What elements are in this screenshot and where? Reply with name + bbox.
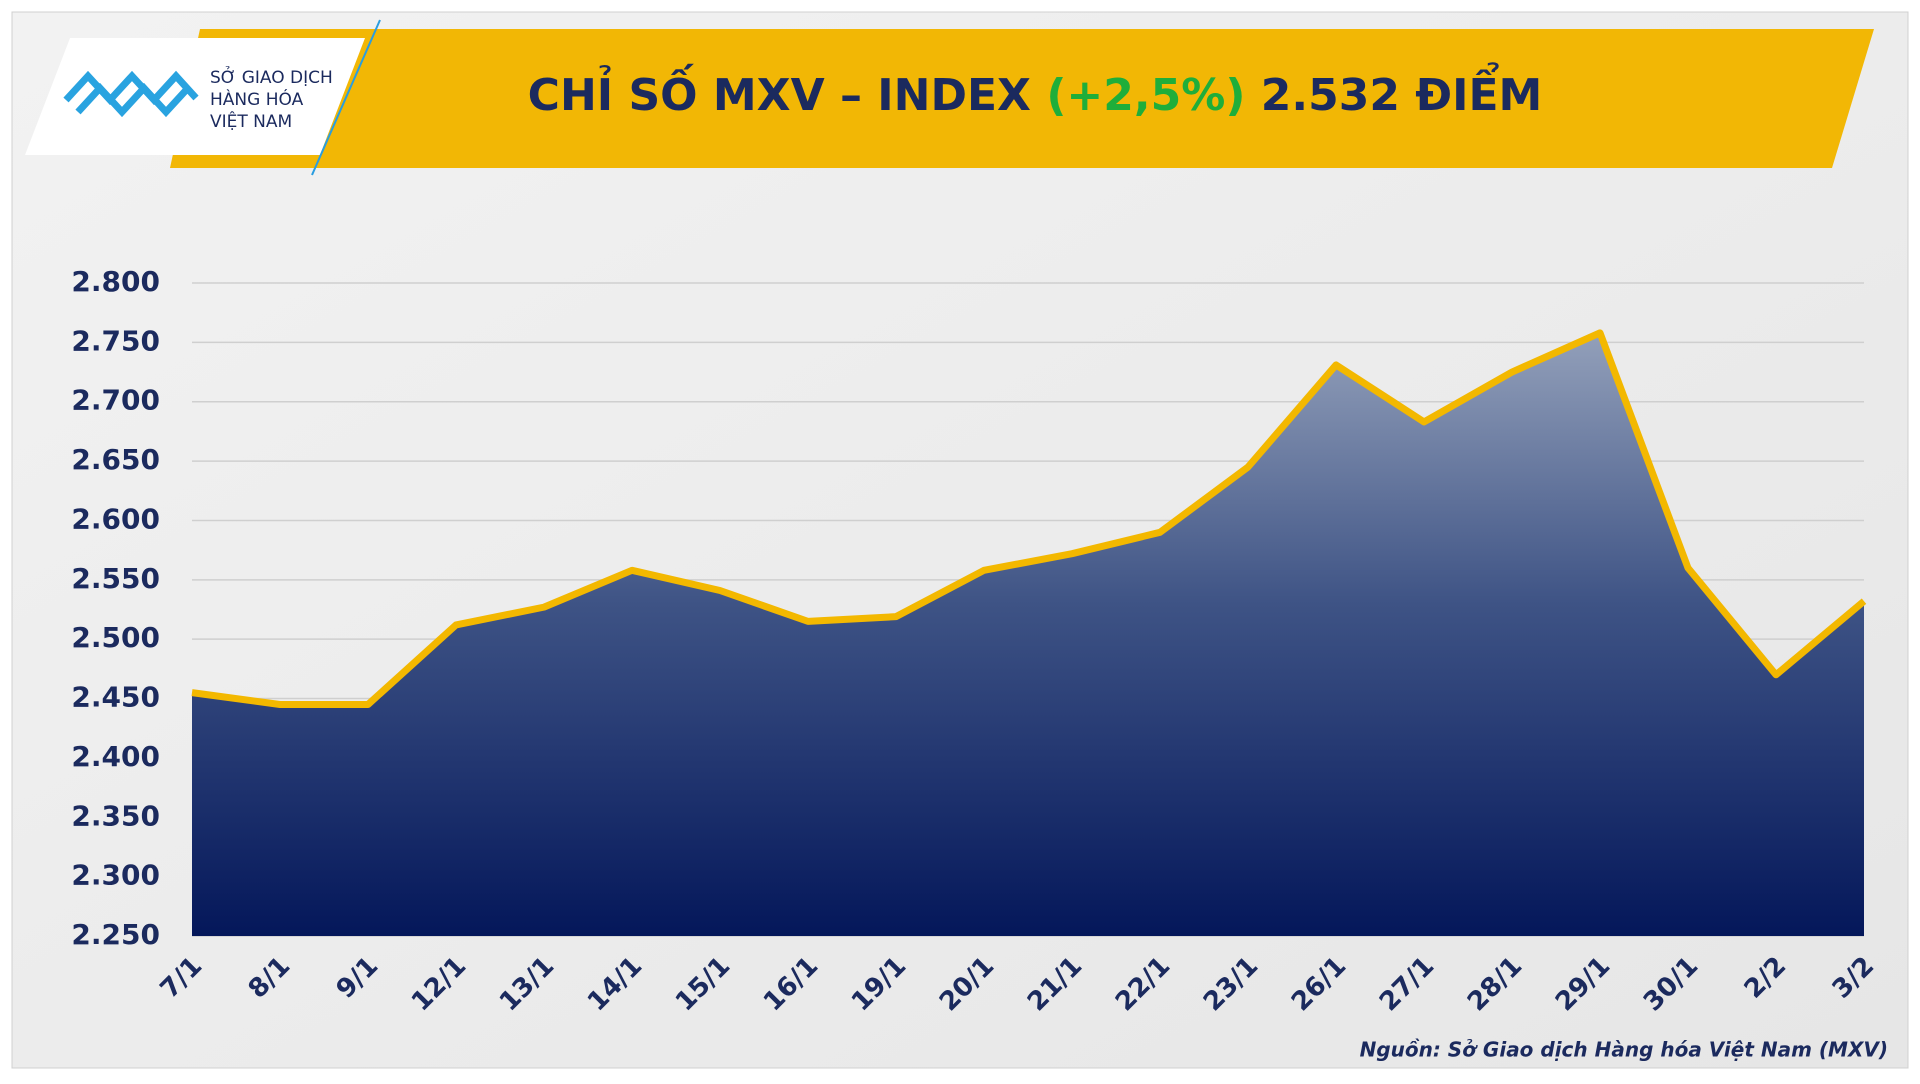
logo-icon — [63, 70, 199, 118]
y-tick-label: 2.500 — [71, 621, 160, 654]
y-tick-label: 2.750 — [71, 324, 160, 357]
y-tick-label: 2.350 — [71, 799, 160, 832]
logo-accent — [311, 19, 381, 176]
line — [191, 329, 1867, 708]
y-tick-label: 2.450 — [71, 681, 160, 714]
y-tick-label: 2.600 — [71, 502, 160, 535]
y-tick-label: 2.400 — [71, 740, 160, 773]
logo-text: SỞ GIAO DỊCH — [210, 65, 333, 88]
y-tick-label: 2.300 — [71, 859, 160, 892]
y-tick-label: 2.550 — [71, 562, 160, 595]
y-tick-label: 2.800 — [71, 265, 160, 298]
title-value: 2.532 ĐIỂM — [1261, 61, 1543, 121]
y-tick-label: 2.650 — [71, 443, 160, 476]
title-change: (+2,5%) — [1046, 70, 1245, 121]
logo-text: HÀNG HÓA — [210, 88, 304, 110]
source-note: Nguồn: Sở Giao dịch Hàng hóa Việt Nam (M… — [1360, 1038, 1888, 1062]
title-main: CHỈ SỐ MXV – INDEX — [528, 63, 1031, 121]
area-fill — [192, 332, 1864, 936]
y-tick-label: 2.700 — [71, 384, 160, 417]
title-banner — [170, 29, 1874, 168]
chart-title: CHỈ SỐ MXV – INDEX (+2,5%) 2.532 ĐIỂM — [528, 61, 1543, 121]
logo-text: VIỆT NAM — [210, 110, 292, 132]
y-tick-label: 2.250 — [71, 918, 160, 951]
